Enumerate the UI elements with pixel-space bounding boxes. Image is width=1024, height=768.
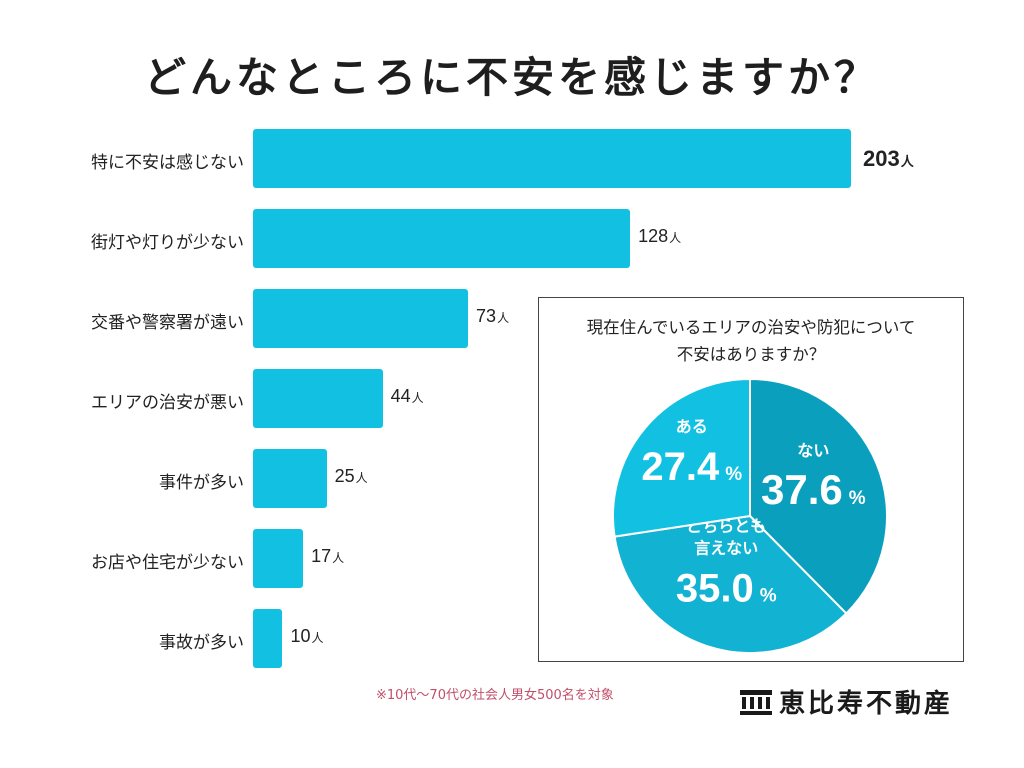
value-label: 128人 [638,225,682,246]
pie-slice-value: 37.6% [761,466,866,513]
pie-title-line-2: 不安はありますか？ [676,345,826,364]
pie-slice [612,377,751,538]
value-label: 25人 [334,465,368,486]
bar [253,529,304,588]
pie-slice-value: 35.0% [676,567,777,611]
bar [253,289,469,348]
pie-slice-label: ない [797,441,829,460]
bar [253,129,851,188]
value-label: 10人 [290,625,324,646]
bar [253,209,631,268]
category-label: エリアの治安が悪い [91,392,244,413]
footnote: ※10代〜70代の社会人男女500名を対象 [376,688,614,703]
category-label: 事故が多い [159,632,244,653]
category-label: お店や住宅が少ない [91,552,244,573]
pie-title-line-1: 現在住んでいるエリアの治安や防犯について [586,318,916,337]
category-label: 交番や警察署が遠い [91,312,244,333]
chart-title: どんなところに不安を感じますか？ [143,53,880,102]
bar [253,449,327,508]
category-label: 街灯や灯りが少ない [91,232,244,253]
pie-slice-label: ある [676,417,708,436]
bar [253,609,283,668]
bar [253,369,383,428]
value-label: 73人 [476,305,510,326]
pie-slice [749,377,888,615]
logo-text: 恵比寿不動産 [779,689,954,719]
pie-slice-value: 27.4% [641,445,742,489]
value-label: 44人 [390,385,424,406]
pie-slice-label: 言えない [694,539,758,558]
value-label: 203人 [863,145,914,171]
building-logo-icon [740,689,772,715]
category-label: 特に不安は感じない [91,152,244,173]
pie-chart-panel: 現在住んでいるエリアの治安や防犯について 不安はありますか？ ない 37.6% どち… [538,297,964,662]
value-label: 17人 [311,545,345,566]
pie-slice [613,514,848,654]
category-label: 事件が多い [159,472,244,493]
company-logo: 恵比寿不動産 [739,683,953,720]
pie-chart-title: 現在住んでいるエリアの治安や防犯について 不安はありますか？ [539,314,963,368]
